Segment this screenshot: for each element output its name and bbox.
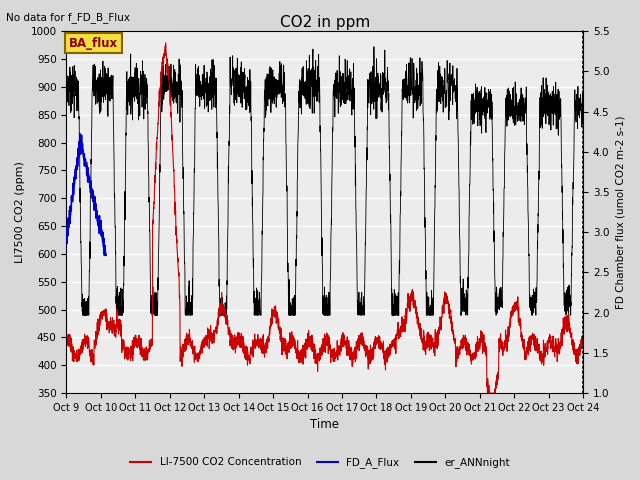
Text: BA_flux: BA_flux — [69, 36, 118, 49]
Y-axis label: LI7500 CO2 (ppm): LI7500 CO2 (ppm) — [15, 161, 25, 263]
Title: CO2 in ppm: CO2 in ppm — [280, 15, 370, 30]
X-axis label: Time: Time — [310, 419, 339, 432]
Text: No data for f_FD_B_Flux: No data for f_FD_B_Flux — [6, 12, 131, 23]
Legend: LI-7500 CO2 Concentration, FD_A_Flux, er_ANNnight: LI-7500 CO2 Concentration, FD_A_Flux, er… — [126, 453, 514, 472]
Y-axis label: FD Chamber flux (umol CO2 m-2 s-1): FD Chamber flux (umol CO2 m-2 s-1) — [615, 115, 625, 309]
